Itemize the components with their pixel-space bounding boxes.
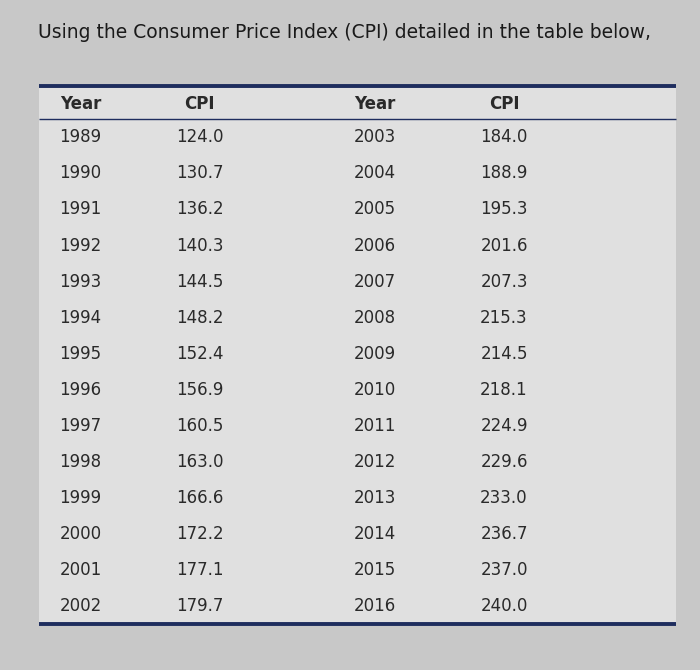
Text: 152.4: 152.4 <box>176 345 223 363</box>
Text: 2015: 2015 <box>354 561 395 580</box>
Text: 2001: 2001 <box>60 561 102 580</box>
Text: 2000: 2000 <box>60 525 102 543</box>
Text: 124.0: 124.0 <box>176 128 223 146</box>
Text: 2009: 2009 <box>354 345 395 363</box>
Text: CPI: CPI <box>489 95 519 113</box>
Text: 215.3: 215.3 <box>480 309 528 327</box>
Text: 179.7: 179.7 <box>176 598 223 616</box>
Text: 156.9: 156.9 <box>176 381 223 399</box>
Text: 1993: 1993 <box>60 273 102 291</box>
Text: 1995: 1995 <box>60 345 102 363</box>
Text: 160.5: 160.5 <box>176 417 223 435</box>
Text: 2005: 2005 <box>354 200 395 218</box>
Text: 224.9: 224.9 <box>480 417 528 435</box>
Text: 140.3: 140.3 <box>176 237 223 255</box>
Text: 237.0: 237.0 <box>480 561 528 580</box>
Text: 2012: 2012 <box>354 453 395 471</box>
Text: Year: Year <box>354 95 395 113</box>
Text: 1992: 1992 <box>60 237 102 255</box>
Text: 2003: 2003 <box>354 128 395 146</box>
Text: 1990: 1990 <box>60 164 102 182</box>
Text: 2014: 2014 <box>354 525 395 543</box>
Text: 1999: 1999 <box>60 489 102 507</box>
Text: Year: Year <box>60 95 102 113</box>
Text: 1998: 1998 <box>60 453 102 471</box>
Text: 218.1: 218.1 <box>480 381 528 399</box>
Text: 2007: 2007 <box>354 273 395 291</box>
Text: 2006: 2006 <box>354 237 395 255</box>
Text: 1997: 1997 <box>60 417 102 435</box>
Text: 148.2: 148.2 <box>176 309 223 327</box>
Text: 177.1: 177.1 <box>176 561 223 580</box>
Text: 201.6: 201.6 <box>480 237 528 255</box>
Text: 2010: 2010 <box>354 381 395 399</box>
Text: 2004: 2004 <box>354 164 395 182</box>
Text: 172.2: 172.2 <box>176 525 223 543</box>
Text: 214.5: 214.5 <box>480 345 528 363</box>
Text: 163.0: 163.0 <box>176 453 223 471</box>
Text: 130.7: 130.7 <box>176 164 223 182</box>
Text: 144.5: 144.5 <box>176 273 223 291</box>
Text: 184.0: 184.0 <box>480 128 528 146</box>
Text: 2016: 2016 <box>354 598 395 616</box>
Text: 233.0: 233.0 <box>480 489 528 507</box>
Text: 188.9: 188.9 <box>480 164 528 182</box>
Text: 2002: 2002 <box>60 598 102 616</box>
Text: 166.6: 166.6 <box>176 489 223 507</box>
Text: 1989: 1989 <box>60 128 102 146</box>
Text: 1991: 1991 <box>60 200 102 218</box>
Text: 136.2: 136.2 <box>176 200 223 218</box>
Text: 1994: 1994 <box>60 309 102 327</box>
Text: 207.3: 207.3 <box>480 273 528 291</box>
Text: CPI: CPI <box>184 95 215 113</box>
Text: 229.6: 229.6 <box>480 453 528 471</box>
Text: 1996: 1996 <box>60 381 102 399</box>
Text: 2011: 2011 <box>354 417 395 435</box>
Text: 195.3: 195.3 <box>480 200 528 218</box>
Text: 2013: 2013 <box>354 489 395 507</box>
Text: Using the Consumer Price Index (CPI) detailed in the table below,: Using the Consumer Price Index (CPI) det… <box>38 23 652 42</box>
Text: 236.7: 236.7 <box>480 525 528 543</box>
Text: 240.0: 240.0 <box>480 598 528 616</box>
Text: 2008: 2008 <box>354 309 395 327</box>
